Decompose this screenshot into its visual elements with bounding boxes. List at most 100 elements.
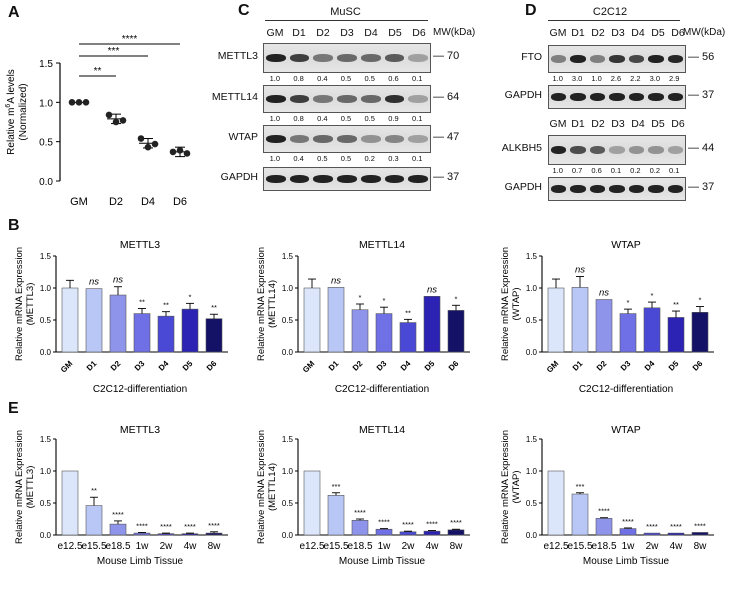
a-x-tick-label: D4 (141, 196, 155, 208)
chart-bar (547, 287, 565, 353)
a-data-point (183, 150, 191, 157)
a-sig-label: ** (94, 66, 102, 77)
chart-x-tick-label: D1 (327, 359, 341, 373)
blot-quant-value: 0.2 (649, 166, 661, 175)
blot-mw: — 56 (688, 51, 715, 63)
chart-x-tick-label: e18.5 (591, 541, 616, 552)
blot-quant-value: 0.5 (364, 114, 375, 123)
blot-band (408, 95, 428, 103)
chart-y-tick-label: 0.5 (40, 316, 52, 325)
chart-y-tick-label: 1.5 (526, 435, 538, 444)
blot-quant-value: 1.0 (591, 74, 602, 83)
chart-x-tick-label: D2 (351, 359, 365, 373)
chart-x-tick-label: D4 (643, 359, 657, 373)
blot-band (337, 95, 357, 103)
chart-sig-label: ns (89, 277, 99, 288)
chart-y-tick-label: 0.5 (526, 499, 538, 508)
blot-band (570, 93, 586, 101)
a-sig-label: *** (108, 46, 120, 57)
lane-label: D1 (571, 27, 585, 39)
blot-quant-value: 3.0 (571, 74, 583, 83)
blot-image (263, 125, 431, 153)
chart-sig-label: * (383, 296, 386, 305)
blot-band (551, 93, 567, 101)
chart-bar (303, 287, 321, 353)
chart-sig-label: **** (402, 520, 414, 529)
blot-band (337, 175, 357, 183)
blot-quant-value: 3.0 (649, 74, 661, 83)
blot-band (408, 135, 428, 143)
blot-band (551, 55, 567, 63)
chart-x-tick-label: D3 (133, 359, 147, 373)
chart-bar (157, 315, 175, 353)
chart-bar (327, 495, 345, 536)
blot-band (360, 54, 381, 62)
blot-band (648, 185, 664, 193)
chart-y-tick-label: 1.0 (40, 284, 52, 293)
blot-mw: — 37 (688, 181, 715, 193)
c2c12-title: C2C12 (592, 6, 628, 18)
chart-bar (619, 528, 637, 536)
chart-bar (181, 533, 199, 536)
a-y-tick-label: 1.5 (39, 59, 53, 70)
chart-y-axis-label-2: (METTL14) (267, 463, 278, 511)
blot-band (360, 95, 381, 103)
blot-image (548, 45, 686, 73)
blot-band (570, 185, 586, 193)
lane-label: D3 (340, 27, 354, 39)
chart-x-tick-label: D5 (181, 359, 195, 373)
chart-x-tick-label: 1w (622, 541, 636, 552)
chart-bar (351, 519, 369, 536)
blot-label: ALKBH5 (501, 142, 542, 154)
lane-label: D1 (571, 118, 585, 130)
chart-sig-label: * (359, 293, 362, 302)
c2c12-lane-labels-lower: GM D1 D2 D3 D4 D5 D6 (548, 118, 688, 130)
chart-y-tick-label: 1.5 (526, 252, 538, 261)
a-y-tick-label: 0.5 (39, 138, 53, 149)
blot-quant-value: 1.0 (552, 74, 563, 83)
chart-y-tick-label: 0.0 (526, 531, 538, 540)
blot-band (667, 185, 683, 193)
chart-sig-label: ns (113, 275, 123, 286)
bar-charts: METTL30.00.51.01.5GMnsD1nsD2**D3**D4*D5*… (14, 239, 714, 567)
chart-x-axis-label: C2C12-differentiation (579, 384, 673, 395)
blot-band (551, 146, 567, 154)
chart-x-axis-label: Mouse Limb Tissue (339, 556, 426, 567)
blot-band (609, 146, 625, 154)
chart-x-tick-label: D3 (619, 359, 633, 373)
chart-x-axis-label: Mouse Limb Tissue (97, 556, 184, 567)
chart-y-axis-label-2: (METTL3) (25, 466, 36, 509)
blot-band (648, 93, 664, 101)
chart-x-tick-label: D6 (205, 359, 219, 373)
chart-x-tick-label: e18.5 (347, 541, 372, 552)
chart-sig-label: **** (622, 517, 634, 526)
blot-quant-value: 0.5 (340, 74, 352, 83)
chart-y-axis-label: Relative mRNA Expression (500, 430, 511, 544)
blot-band (589, 93, 606, 101)
lane-label: D2 (591, 118, 605, 130)
blot-quant-value: 0.5 (340, 154, 352, 163)
bar-chart-0: METTL3 0.0 0.5 1.0 1.5 GM ns D1 ns D2 ** D3 ** D4 * D5 *… (14, 239, 228, 395)
chart-x-tick-label: D4 (157, 359, 171, 373)
blot-quant-value: 0.1 (610, 166, 622, 175)
blot-band (289, 175, 310, 183)
blot-label: FTO (521, 51, 542, 63)
chart-y-axis-label: Relative mRNA Expression (14, 430, 25, 544)
chart-y-axis-label: Relative mRNA Expression (500, 247, 511, 361)
chart-y-tick-label: 0.5 (40, 499, 52, 508)
a-data-point (68, 99, 76, 106)
chart-y-axis-label: Relative mRNA Expression (14, 247, 25, 361)
chart-bar (85, 505, 103, 536)
chart-title: WTAP (611, 239, 641, 251)
chart-x-tick-label: e12.5 (299, 541, 324, 552)
chart-sig-label: **** (136, 521, 148, 530)
blot-band (609, 93, 625, 101)
lane-label: GM (549, 27, 567, 39)
chart-x-tick-label: e18.5 (105, 541, 130, 552)
chart-y-tick-label: 1.0 (40, 467, 52, 476)
blot-image (263, 167, 431, 191)
c2c12-mw-header: MW(kDa) (683, 27, 726, 38)
blot-quant-value: 0.2 (630, 166, 641, 175)
a-y-tick-label: 0.0 (39, 177, 53, 188)
chart-bar (547, 470, 565, 536)
